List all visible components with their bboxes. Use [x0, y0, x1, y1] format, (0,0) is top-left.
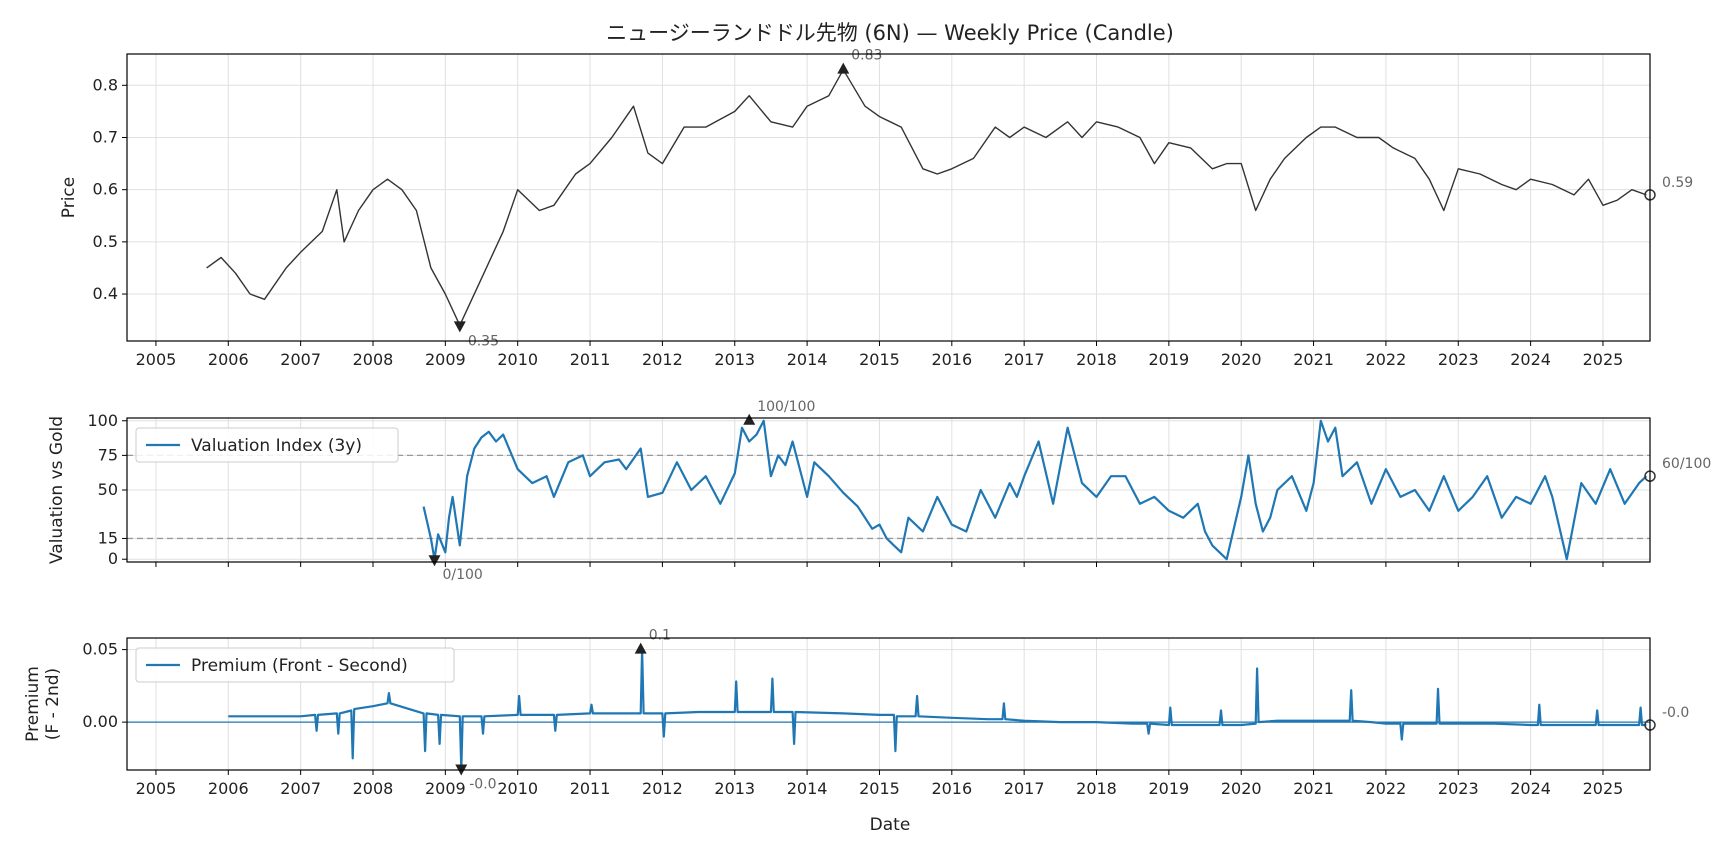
x-tick-label: 2019	[1149, 779, 1190, 798]
x-tick-label: 2012	[642, 779, 683, 798]
x-tick-label: 2024	[1510, 779, 1551, 798]
y-tick-label: 0.00	[82, 712, 118, 731]
series-line	[228, 648, 1647, 770]
y-axis-label: Valuation vs Gold	[47, 416, 67, 564]
x-tick-label: 2025	[1583, 779, 1624, 798]
x-tick-label: 2007	[280, 350, 321, 369]
legend-box	[135, 647, 455, 683]
series-line	[206, 69, 1647, 326]
x-tick-label: 2012	[642, 350, 683, 369]
valuation-panel: 0 15 50 75 100 100/100 0/100 60/100 Valuation vs…	[47, 399, 1711, 583]
axes-frame	[126, 637, 1651, 771]
y-axis-label: Price	[59, 177, 79, 218]
y-tick-label: 0	[108, 549, 118, 568]
y-tick-label: 15	[98, 528, 118, 547]
x-tick-label: 2006	[208, 350, 249, 369]
x-tick-label: 2008	[353, 779, 394, 798]
y-tick-label: 100	[87, 411, 118, 430]
axes-frame	[126, 417, 1651, 563]
max-marker	[837, 62, 850, 74]
last-label: 60/100	[1662, 456, 1711, 472]
min-marker	[428, 555, 441, 567]
x-tick-label: 2024	[1510, 350, 1551, 369]
x-tick-label: 2016	[931, 779, 972, 798]
price-panel: 2005 2006 2007 2008 2009 2010 2011 2012 2013 2014…	[59, 48, 1693, 369]
y-tick-label: 0.8	[93, 75, 118, 94]
y-tick-label: 50	[98, 480, 118, 499]
chart-title: ニュージーランドドル先物 (6N) — Weekly Price (Candle…	[606, 21, 1174, 45]
x-tick-label: 2014	[787, 779, 828, 798]
y-tick-label: 0.4	[93, 284, 118, 303]
x-tick-label: 2007	[280, 779, 321, 798]
min-label: 0/100	[442, 567, 482, 583]
legend: Premium (Front - Second)	[135, 647, 455, 683]
legend-entry: Premium (Front - Second)	[191, 656, 408, 676]
last-label: 0.59	[1662, 175, 1693, 191]
max-label: 0.83	[851, 48, 882, 64]
y-tick-label: 75	[98, 445, 118, 464]
x-tick-label: 2011	[570, 350, 611, 369]
x-tick-label: 2019	[1149, 350, 1190, 369]
legend: Valuation Index (3y)	[135, 427, 399, 463]
x-axis-label: Date	[870, 815, 911, 835]
y-tick-label: 0.5	[93, 232, 118, 251]
x-tick-label: 2016	[931, 350, 972, 369]
legend-entry: Valuation Index (3y)	[191, 436, 362, 456]
max-marker	[634, 642, 647, 654]
x-tick-label: 2011	[570, 779, 611, 798]
x-tick-label: 2005	[136, 779, 177, 798]
x-tick-label: 2020	[1221, 350, 1262, 369]
premium-panel: 2005 2006 2007 2008 2009 2010 2011 2012 2013 2014…	[23, 628, 1689, 798]
x-tick-label: 2023	[1438, 350, 1479, 369]
x-tick-label: 2017	[1004, 779, 1045, 798]
x-tick-label: 2013	[714, 779, 755, 798]
axes-frame	[126, 53, 1651, 342]
y-axis-label: Premium(F - 2nd)	[23, 666, 63, 742]
x-tick-label: 2014	[787, 350, 828, 369]
x-tick-label: 2021	[1293, 350, 1334, 369]
x-tick-label: 2018	[1076, 779, 1117, 798]
y-tick-label: 0.6	[93, 180, 118, 199]
x-tick-label: 2010	[497, 779, 538, 798]
x-tick-label: 2010	[497, 350, 538, 369]
legend-box	[135, 427, 399, 463]
min-marker	[453, 321, 466, 333]
x-tick-label: 2022	[1366, 779, 1407, 798]
y-tick-label: 0.7	[93, 127, 118, 146]
x-tick-label: 2017	[1004, 350, 1045, 369]
x-tick-label: 2006	[208, 779, 249, 798]
x-tick-label: 2018	[1076, 350, 1117, 369]
x-tick-label: 2013	[714, 350, 755, 369]
x-tick-label: 2021	[1293, 779, 1334, 798]
y-tick-label: 0.05	[82, 640, 118, 659]
series-line	[422, 419, 1648, 561]
max-marker	[743, 413, 756, 425]
min-label: -0.0	[469, 777, 496, 793]
x-tick-label: 2009	[425, 779, 466, 798]
last-label: -0.0	[1662, 705, 1689, 721]
x-tick-label: 2008	[353, 350, 394, 369]
x-tick-label: 2009	[425, 350, 466, 369]
x-tick-label: 2015	[859, 779, 900, 798]
x-tick-label: 2005	[136, 350, 177, 369]
max-label: 100/100	[757, 399, 815, 415]
x-tick-label: 2015	[859, 350, 900, 369]
x-tick-label: 2023	[1438, 779, 1479, 798]
max-label: 0.1	[649, 628, 671, 644]
x-tick-label: 2025	[1583, 350, 1624, 369]
x-tick-label: 2020	[1221, 779, 1262, 798]
x-tick-label: 2022	[1366, 350, 1407, 369]
